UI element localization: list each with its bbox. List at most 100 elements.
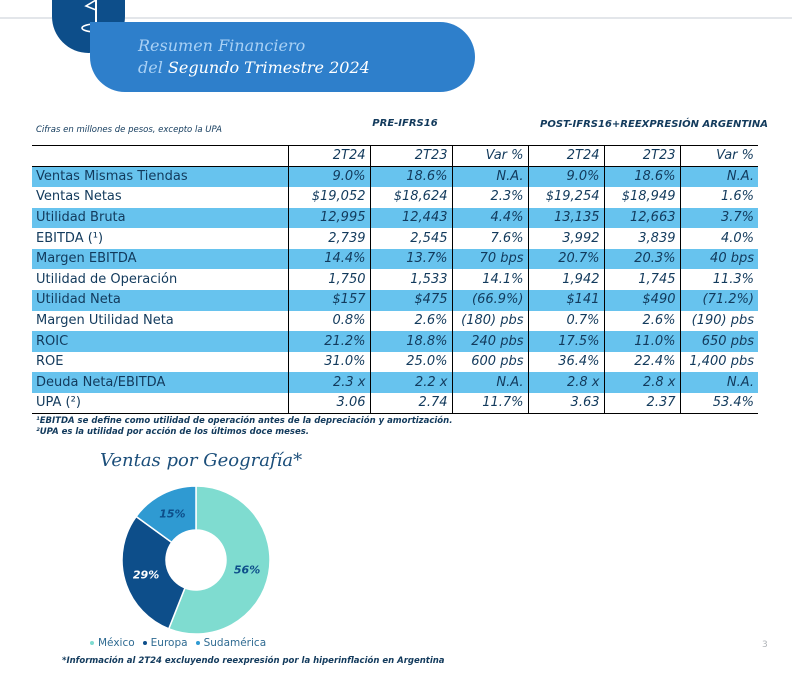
table-row: UPA (²) 3.06 2.74 11.7% 3.63 2.37 53.4% (32, 393, 758, 415)
table-cell: 12,995 (288, 207, 371, 229)
footnote-upa: ²UPA es la utilidad por acción de los úl… (36, 427, 310, 437)
table-cell: $18,624 (370, 187, 453, 208)
table-cell: 0.8% (288, 310, 371, 332)
column-header: 2T24 (528, 145, 605, 167)
table-row: ROE 31.0% 25.0% 600 pbs 36.4% 22.4% 1,400 pbs (32, 351, 758, 373)
table-body: Ventas Mismas Tiendas 9.0% 18.6% N.A. 9.0% 18… (32, 166, 758, 415)
row-label: Ventas Netas (32, 187, 289, 208)
geography-donut-chart: 56% 29% 15% (121, 485, 271, 635)
table-cell: (190) pbs (680, 310, 758, 332)
table-row: Margen Utilidad Neta 0.8% 2.6% (180) pbs 0.7… (32, 310, 758, 332)
table-cell: 11.0% (604, 331, 681, 352)
row-label: Margen EBITDA (32, 248, 289, 270)
table-cell: 70 bps (452, 248, 529, 270)
legend-label: Europa (150, 637, 188, 649)
row-label: Deuda Neta/EBITDA (32, 372, 289, 394)
row-label: Utilidad Bruta (32, 207, 289, 229)
row-label: EBITDA (¹) (32, 228, 289, 249)
table-cell: 14.4% (288, 248, 371, 270)
footnote-ebitda: ¹EBITDA se define como utilidad de opera… (36, 416, 453, 426)
table-cell: 4.0% (680, 228, 758, 249)
table-cell: 20.7% (528, 248, 605, 270)
footnotes: ¹EBITDA se define como utilidad de opera… (36, 416, 452, 438)
row-label: Margen Utilidad Neta (32, 310, 289, 332)
table-cell: 1,533 (370, 269, 453, 291)
table-cell: 2,545 (370, 228, 453, 249)
donut-data-label: 15% (159, 508, 185, 521)
donut-slice-sudamrica (135, 485, 197, 544)
table-row: EBITDA (¹) 2,739 2,545 7.6% 3,992 3,839 4.0% (32, 228, 758, 249)
table-cell: 53.4% (680, 393, 758, 415)
table-cell: 31.0% (288, 351, 371, 373)
table-cell: 1,942 (528, 269, 605, 291)
table-cell: 1.6% (680, 187, 758, 208)
table-cell: 2.37 (604, 393, 681, 415)
table-row: Ventas Netas $19,052 $18,624 2.3% $19,254 $18… (32, 187, 758, 208)
table-cell: $18,949 (604, 187, 681, 208)
table-cell: (71.2%) (680, 290, 758, 311)
table-row: Deuda Neta/EBITDA 2.3 x 2.2 x N.A. 2.8 x 2.8 … (32, 372, 758, 394)
table-cell: 2.74 (370, 393, 453, 415)
table-cell: 17.5% (528, 331, 605, 352)
column-header: 2T23 (370, 145, 453, 167)
financial-summary-table: 2T24 2T23 Var % 2T24 2T23 Var % Ventas M… (32, 145, 758, 415)
table-row: Margen EBITDA 14.4% 13.7% 70 bps 20.7% 20.3% 4… (32, 248, 758, 270)
banner-title-line2: del Segundo Trimestre 2024 (138, 58, 370, 77)
row-label: ROE (32, 351, 289, 373)
table-cell: 4.4% (452, 207, 529, 229)
table-row: Utilidad Neta $157 $475 (66.9%) $141 $490 (71.… (32, 290, 758, 311)
table-row: ROIC 21.2% 18.8% 240 pbs 17.5% 11.0% 650 pbs (32, 331, 758, 352)
page-number: 3 (762, 640, 768, 650)
table-row: Ventas Mismas Tiendas 9.0% 18.6% N.A. 9.0% 18… (32, 166, 758, 188)
legend-swatch (195, 641, 200, 645)
column-header: 2T24 (288, 145, 371, 167)
table-cell: 22.4% (604, 351, 681, 373)
table-cell: 0.7% (528, 310, 605, 332)
legend-item: Europa (142, 637, 188, 649)
legend-item: México (90, 637, 135, 649)
row-label: UPA (²) (32, 393, 289, 415)
table-cell: 13.7% (370, 248, 453, 270)
table-cell: $141 (528, 290, 605, 311)
table-cell: 21.2% (288, 331, 371, 352)
table-header-row: 2T24 2T23 Var % 2T24 2T23 Var % (32, 145, 758, 167)
donut-data-label: 56% (234, 564, 260, 577)
table-cell: 1,745 (604, 269, 681, 291)
table-cell: 36.4% (528, 351, 605, 373)
table-cell: 11.3% (680, 269, 758, 291)
legend-swatch (90, 641, 94, 645)
title-banner (90, 22, 475, 92)
geography-disclaimer: *Información al 2T24 excluyendo reexpres… (62, 656, 445, 666)
chart-legend: México Europa Sudamérica (90, 637, 274, 649)
row-label: Utilidad Neta (32, 290, 289, 311)
geography-chart-title: Ventas por Geografía* (100, 450, 303, 471)
table-cell: 600 pbs (452, 351, 529, 373)
table-cell: N.A. (680, 166, 758, 188)
table-cell: 14.1% (452, 269, 529, 291)
row-label: Utilidad de Operación (32, 269, 289, 291)
table-cell: 3.63 (528, 393, 605, 415)
table-cell: 25.0% (370, 351, 453, 373)
table-cell: 650 pbs (680, 331, 758, 352)
row-label: Ventas Mismas Tiendas (32, 166, 289, 188)
table-cell: $157 (288, 290, 371, 311)
table-cell: 2.6% (604, 310, 681, 332)
table-cell: 2.8 x (604, 372, 681, 394)
group-header-pre-ifrs16: PRE-IFRS16 (372, 118, 438, 129)
table-cell: 3,839 (604, 228, 681, 249)
table-cell: N.A. (680, 372, 758, 394)
banner-title-line1: Resumen Financiero (138, 36, 306, 55)
table-cell: $19,254 (528, 187, 605, 208)
table-cell: 12,663 (604, 207, 681, 229)
column-header: Var % (680, 145, 758, 167)
legend-item: Sudamérica (195, 637, 266, 649)
table-cell: 2,739 (288, 228, 371, 249)
table-cell: 9.0% (528, 166, 605, 188)
donut-slice-mxico (167, 485, 271, 635)
table-cell: N.A. (452, 372, 529, 394)
table-cell: 18.8% (370, 331, 453, 352)
column-header-metric (32, 145, 289, 167)
table-cell: 2.3% (452, 187, 529, 208)
legend-label: México (98, 637, 135, 649)
table-cell: N.A. (452, 166, 529, 188)
